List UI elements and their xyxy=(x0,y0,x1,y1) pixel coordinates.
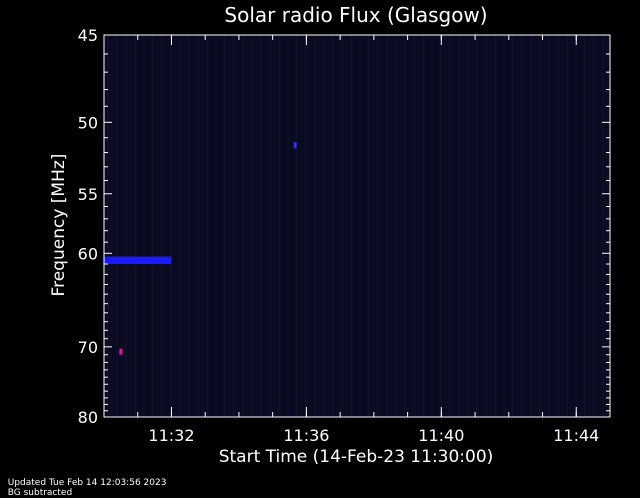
background-streak xyxy=(278,35,280,417)
x-axis: 11:32 11:36 11:40 11:44 xyxy=(137,35,599,445)
chart-title: Solar radio Flux (Glasgow) xyxy=(224,3,487,27)
plot-area xyxy=(103,34,611,418)
x-tick-label: 11:32 xyxy=(148,426,194,445)
background-streak xyxy=(602,35,604,417)
background-streak xyxy=(395,35,397,417)
background-mode: BG subtracted xyxy=(7,488,73,498)
background-streak xyxy=(494,35,496,417)
background-streak xyxy=(296,35,298,417)
background-streak xyxy=(503,35,505,417)
y-tick-label: 70 xyxy=(78,338,98,357)
background-streak xyxy=(386,35,388,417)
background-streak xyxy=(548,35,550,417)
background-streak xyxy=(512,35,514,417)
background-streak xyxy=(179,35,181,417)
background-streak xyxy=(476,35,478,417)
x-tick-label: 11:40 xyxy=(418,426,464,445)
background-streak xyxy=(323,35,325,417)
background-streak xyxy=(377,35,379,417)
x-axis-label: Start Time (14-Feb-23 11:30:00) xyxy=(219,447,494,467)
background-streak xyxy=(188,35,190,417)
background-streak xyxy=(458,35,460,417)
background-streak xyxy=(242,35,244,417)
background-streak xyxy=(431,35,433,417)
background-streak xyxy=(575,35,577,417)
background-streak xyxy=(161,35,163,417)
background-streak xyxy=(143,35,145,417)
background-streak xyxy=(467,35,469,417)
background-streak xyxy=(593,35,595,417)
background-streak xyxy=(440,35,442,417)
background-streak xyxy=(305,35,307,417)
feature-spot-b xyxy=(119,348,123,355)
background-streak xyxy=(341,35,343,417)
background-streak xyxy=(251,35,253,417)
background-streak xyxy=(197,35,199,417)
background-streak xyxy=(530,35,532,417)
background-streak xyxy=(404,35,406,417)
plot-frame xyxy=(103,34,611,418)
y-axis-label: Frequency [MHz] xyxy=(49,154,69,297)
y-tick-label: 50 xyxy=(78,113,98,132)
background-streak xyxy=(521,35,523,417)
footer: Updated Tue Feb 14 12:03:56 2023 BG subt… xyxy=(2,468,176,498)
x-tick-label: 11:44 xyxy=(553,426,599,445)
feature-burst-band xyxy=(104,256,172,265)
background-streak xyxy=(260,35,262,417)
background-streak xyxy=(485,35,487,417)
background-streak xyxy=(134,35,136,417)
background-streak xyxy=(107,35,109,417)
spectrogram-chart: Solar radio Flux (Glasgow) 455055607080 … xyxy=(49,3,611,467)
y-tick-label: 55 xyxy=(78,185,98,204)
background-streak xyxy=(332,35,334,417)
y-tick-label: 80 xyxy=(78,408,98,427)
background-streak xyxy=(206,35,208,417)
background-streak xyxy=(314,35,316,417)
background-streak xyxy=(359,35,361,417)
background-streak xyxy=(170,35,172,417)
background-streak xyxy=(350,35,352,417)
feature-spot-a xyxy=(293,142,297,149)
background-streak xyxy=(413,35,415,417)
background-streak xyxy=(116,35,118,417)
background-streak xyxy=(287,35,289,417)
y-tick-label: 45 xyxy=(78,26,98,45)
background-streak xyxy=(215,35,217,417)
background-streak xyxy=(422,35,424,417)
background-streak xyxy=(557,35,559,417)
background-streak xyxy=(449,35,451,417)
background-streak xyxy=(566,35,568,417)
plot-background xyxy=(104,35,610,417)
background-streak xyxy=(368,35,370,417)
y-axis: 45 50 55 60 70 80 xyxy=(78,26,610,427)
background-streak xyxy=(125,35,127,417)
background-streak xyxy=(539,35,541,417)
background-streak xyxy=(152,35,154,417)
background-streak xyxy=(269,35,271,417)
x-tick-label: 11:36 xyxy=(283,426,329,445)
background-streak xyxy=(233,35,235,417)
background-streak xyxy=(224,35,226,417)
background-streak xyxy=(584,35,586,417)
y-tick-label: 60 xyxy=(78,244,98,263)
